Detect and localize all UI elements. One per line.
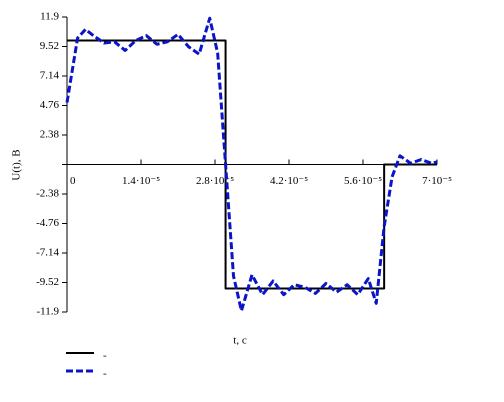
y-tick-label: -9.52 bbox=[36, 276, 59, 288]
y-tick-label: -11.9 bbox=[36, 306, 59, 318]
series-line bbox=[67, 39, 437, 290]
x-tick-label: 7·10⁻⁵ bbox=[422, 175, 452, 187]
y-axis-label: U(t), B bbox=[11, 149, 23, 180]
legend-label: - bbox=[103, 368, 107, 380]
y-tick-label: 9.52 bbox=[40, 40, 59, 52]
y-tick-label: 2.38 bbox=[40, 129, 60, 141]
y-tick-label: -4.76 bbox=[36, 217, 59, 229]
y-tick-label: -2.38 bbox=[36, 188, 59, 200]
x-tick-label: 0 bbox=[70, 175, 76, 187]
y-tick-label: -7.14 bbox=[36, 247, 59, 259]
x-tick-label: 5.6·10⁻⁵ bbox=[344, 175, 382, 187]
x-tick-label: 1.4·10⁻⁵ bbox=[122, 175, 160, 187]
x-tick-label: 4.2·10⁻⁵ bbox=[270, 175, 308, 187]
x-axis-label: t, c bbox=[233, 335, 247, 347]
y-tick-label: 4.76 bbox=[40, 99, 60, 111]
series-line bbox=[65, 16, 438, 313]
y-tick-label: 7.14 bbox=[40, 70, 60, 82]
y-tick-label: 11.9 bbox=[40, 11, 59, 23]
legend-label: - bbox=[103, 350, 107, 362]
